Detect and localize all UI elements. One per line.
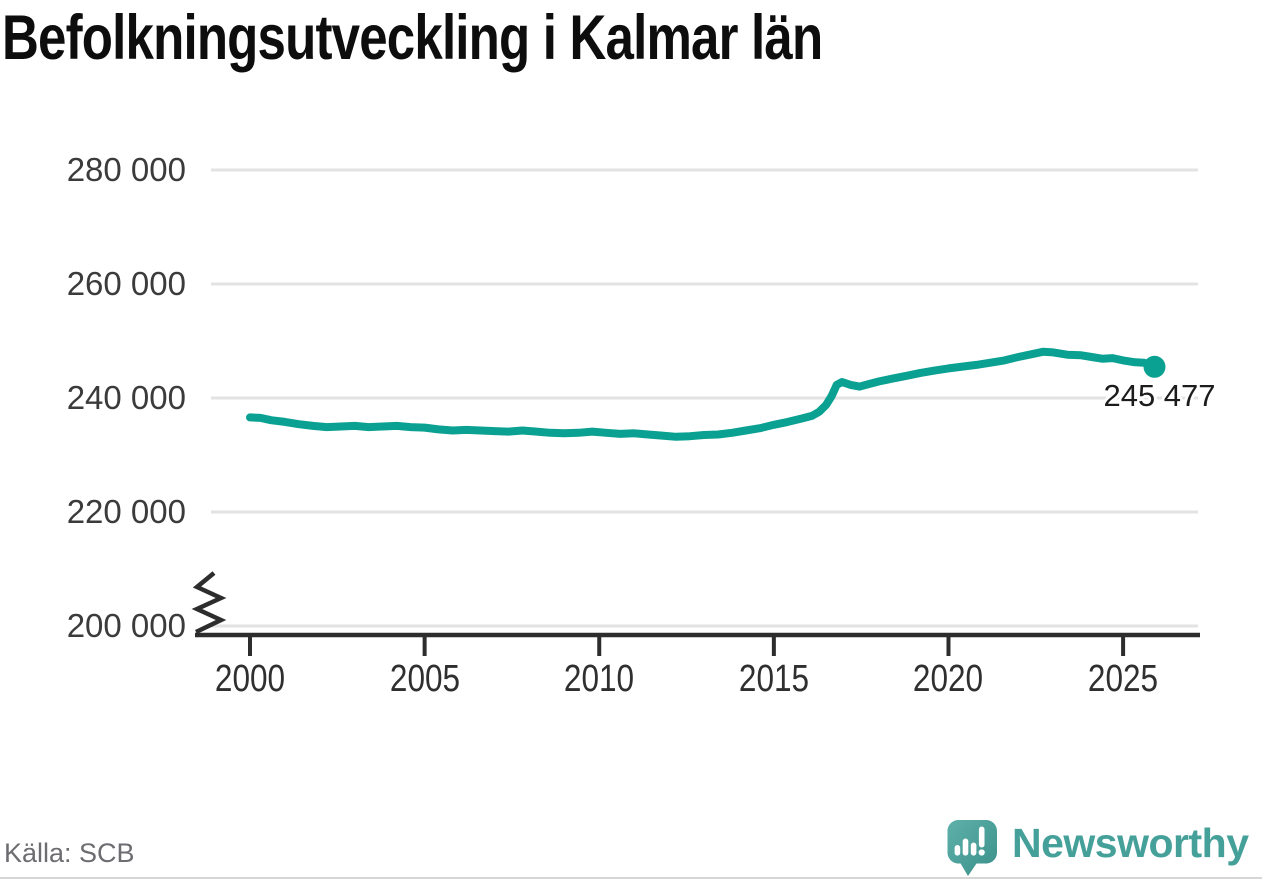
x-axis-tick-label: 2020 xyxy=(913,658,984,700)
axis-break-icon xyxy=(191,571,227,635)
last-point-marker xyxy=(1143,355,1166,378)
x-axis-tick-label: 2000 xyxy=(214,658,286,700)
bar-3-icon xyxy=(970,842,977,856)
brand-name: Newsworthy xyxy=(1012,820,1249,866)
x-axis-tick-label: 2010 xyxy=(564,658,635,700)
x-axis-tick-label: 2005 xyxy=(389,658,460,700)
chart-title: Befolkningsutveckling i Kalmar län xyxy=(2,3,823,73)
x-axis-tick-label: 2025 xyxy=(1088,658,1159,700)
exclamation-bar-icon xyxy=(978,826,985,848)
population-line xyxy=(246,347,1159,441)
bar-2-icon xyxy=(962,838,969,856)
exclamation-dot-icon xyxy=(978,849,985,856)
y-axis-tick-label: 220 000 xyxy=(66,493,186,530)
y-axis-tick-label: 240 000 xyxy=(66,379,186,416)
newsworthy-logo: Newsworthy xyxy=(946,819,1262,877)
y-axis-tick-label: 260 000 xyxy=(66,265,186,302)
last-value-label: 245 477 xyxy=(1103,377,1216,413)
bar-1-icon xyxy=(954,845,961,856)
y-axis-tick-label: 280 000 xyxy=(66,151,186,188)
source-note: Källa: SCB xyxy=(4,838,135,868)
x-axis-tick-label: 2015 xyxy=(738,658,809,700)
newsworthy-speech-bubble-chart-icon xyxy=(947,820,997,876)
y-axis-tick-label: 200 000 xyxy=(66,607,186,644)
